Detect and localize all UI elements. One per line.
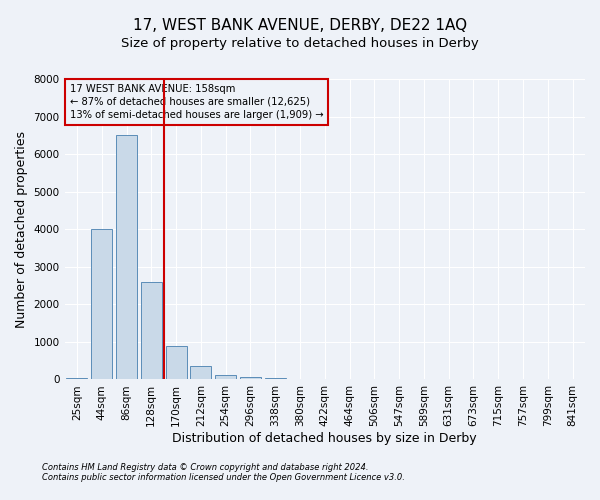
Text: Size of property relative to detached houses in Derby: Size of property relative to detached ho…: [121, 38, 479, 51]
Bar: [215, 375, 236, 380]
Text: Contains public sector information licensed under the Open Government Licence v3: Contains public sector information licen…: [42, 474, 405, 482]
Bar: [240, 376, 261, 380]
Bar: [166, 346, 187, 380]
Bar: [67, 378, 88, 380]
X-axis label: Distribution of detached houses by size in Derby: Distribution of detached houses by size …: [172, 432, 477, 445]
Text: 17, WEST BANK AVENUE, DERBY, DE22 1AQ: 17, WEST BANK AVENUE, DERBY, DE22 1AQ: [133, 18, 467, 32]
Bar: [265, 378, 286, 380]
Text: 17 WEST BANK AVENUE: 158sqm
← 87% of detached houses are smaller (12,625)
13% of: 17 WEST BANK AVENUE: 158sqm ← 87% of det…: [70, 84, 323, 120]
Bar: [141, 282, 162, 380]
Bar: [190, 366, 211, 380]
Y-axis label: Number of detached properties: Number of detached properties: [15, 130, 28, 328]
Bar: [91, 229, 112, 380]
Bar: [116, 136, 137, 380]
Text: Contains HM Land Registry data © Crown copyright and database right 2024.: Contains HM Land Registry data © Crown c…: [42, 464, 368, 472]
